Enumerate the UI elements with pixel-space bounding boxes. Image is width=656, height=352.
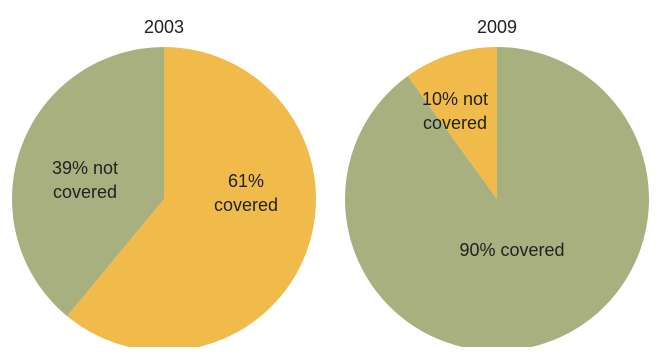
slice-label: 39% not covered xyxy=(52,158,118,202)
slice-label-line: 10% not xyxy=(422,89,488,109)
pie-chart-2003: 61% covered 39% not covered 2003 xyxy=(12,17,316,352)
slice-label-line: 61% xyxy=(228,171,264,191)
pie-slice-61-covered xyxy=(67,47,316,352)
slice-label: 10% not covered xyxy=(422,89,488,133)
slice-label-line: covered xyxy=(214,195,278,215)
slice-label: 90% covered xyxy=(459,240,564,260)
chart-title: 2003 xyxy=(144,17,184,37)
pie-slice-39-not-covered xyxy=(12,47,165,317)
slice-label-line: covered xyxy=(53,182,117,202)
chart-title: 2009 xyxy=(477,17,517,37)
pie-slice-90-covered xyxy=(345,47,650,351)
pie-slice-10-not-covered xyxy=(407,47,497,199)
slice-label-line: covered xyxy=(423,113,487,133)
slice-label: 61% covered xyxy=(214,171,278,215)
pie-chart-2009: 90% covered 10% not covered 2009 xyxy=(345,17,650,351)
slice-label-line: 90% covered xyxy=(459,240,564,260)
slice-label-line: 39% not xyxy=(52,158,118,178)
